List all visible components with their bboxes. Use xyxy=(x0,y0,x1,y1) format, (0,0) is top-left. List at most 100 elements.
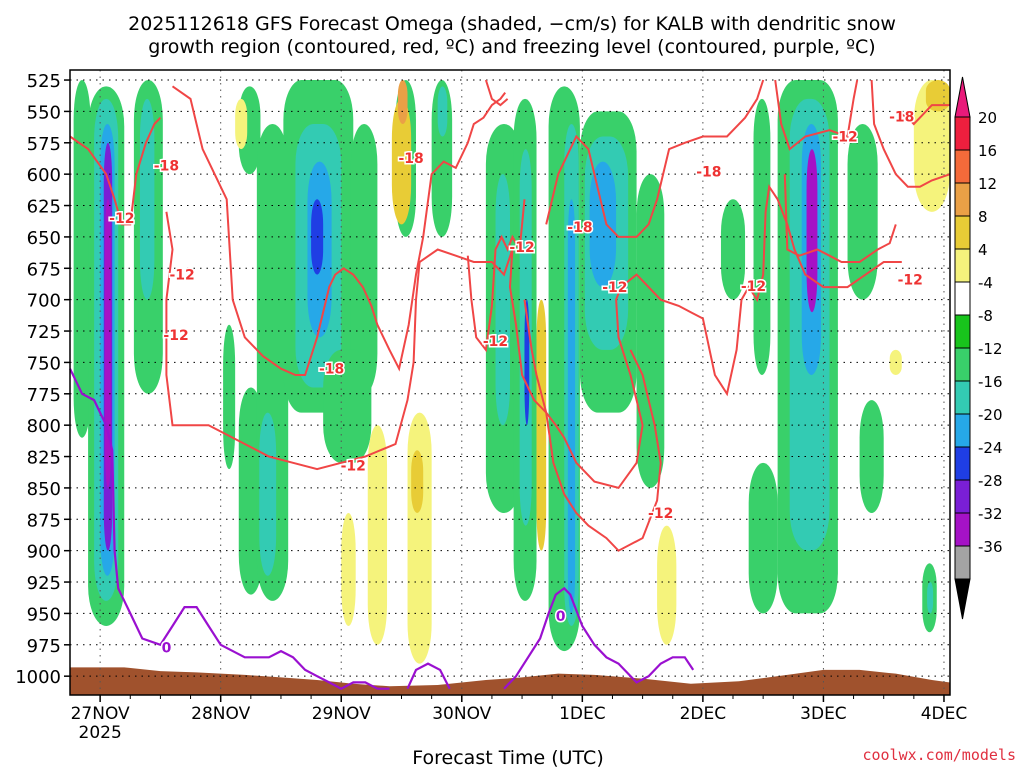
omega-cell xyxy=(397,80,408,124)
dgz-contour-line xyxy=(783,174,897,263)
y-tick-label: 525 xyxy=(27,71,61,92)
x-tick-label: 30NOV xyxy=(432,704,491,724)
contour-label: -12 xyxy=(602,280,627,296)
x-tick-label: 4DEC xyxy=(921,704,968,724)
omega-cell xyxy=(235,98,248,150)
colorbar-swatch xyxy=(954,116,971,151)
contour-label: -12 xyxy=(483,334,508,350)
dgz-contour-line xyxy=(895,104,950,126)
dgz-contour-line xyxy=(165,183,902,490)
y-tick-label: 700 xyxy=(27,291,61,312)
dgz-contour-line xyxy=(545,79,765,238)
contour-label: -12 xyxy=(509,240,534,256)
contour-label: -18 xyxy=(154,158,179,174)
colorbar-swatch xyxy=(954,545,971,580)
omega-cell xyxy=(806,149,818,313)
x-year-label: 2025 xyxy=(79,723,122,743)
y-tick-label: 625 xyxy=(27,197,61,218)
omega-cell xyxy=(407,412,432,664)
dgz-contours xyxy=(69,79,951,552)
credit-text: coolwx.com/models xyxy=(862,746,1016,764)
axes: 525 550 575 600 625 650 675 700 725 750 775 800 825 8… xyxy=(15,69,968,743)
title-line-2: growth region (contoured, red, ºC) and f… xyxy=(148,36,875,58)
colorbar-bottom-arrow xyxy=(954,578,971,620)
x-tick-label: 2DEC xyxy=(680,704,727,724)
x-tick-label: 29NOV xyxy=(312,704,371,724)
contour-label: -12 xyxy=(832,130,857,146)
dgz-contour-line xyxy=(484,79,509,107)
contour-label: -12 xyxy=(898,273,923,289)
dgz-contour-line xyxy=(69,117,162,226)
colorbar-swatch xyxy=(954,281,971,316)
omega-cell xyxy=(341,513,356,626)
dgz-contour-line xyxy=(171,85,506,376)
omega-cell xyxy=(323,349,372,463)
contour-label: 0 xyxy=(162,640,172,656)
colorbar-top-arrow xyxy=(954,76,971,118)
colorbar-tick-label: 8 xyxy=(978,208,988,226)
colorbar-tick-label: -32 xyxy=(978,505,1003,523)
colorbar-swatch xyxy=(954,314,971,349)
contour-label: -12 xyxy=(341,458,366,474)
omega-cell xyxy=(437,86,448,137)
y-tick-label: 550 xyxy=(27,102,61,123)
omega-cell xyxy=(927,582,934,614)
colorbar-tick-label: -12 xyxy=(978,340,1003,358)
contour-label: -12 xyxy=(741,279,766,295)
colorbar-tick-label: -16 xyxy=(978,373,1003,391)
x-tick-label: 3DEC xyxy=(800,704,847,724)
dgz-contour-line xyxy=(523,299,662,552)
y-tick-label: 675 xyxy=(27,259,61,280)
contour-label: -18 xyxy=(567,220,592,236)
omega-cell xyxy=(104,199,111,488)
y-tick-label: 825 xyxy=(27,448,61,469)
chart-title: 2025112618 GFS Forecast Omega (shaded, −… xyxy=(128,13,896,58)
colorbar-swatch xyxy=(954,149,971,184)
contour-label: -18 xyxy=(319,362,344,378)
freezing-level-line xyxy=(406,662,451,690)
y-tick-label: 1000 xyxy=(15,667,61,688)
x-tick-label: 1DEC xyxy=(559,704,606,724)
colorbar-tick-label: 4 xyxy=(978,241,988,259)
omega-cell xyxy=(636,174,665,488)
colorbar-swatch xyxy=(954,479,971,514)
colorbar-tick-label: 20 xyxy=(978,109,997,127)
y-tick-label: 650 xyxy=(27,228,61,249)
y-tick-label: 850 xyxy=(27,479,61,500)
dgz-contour-line xyxy=(774,79,859,151)
contour-label: -18 xyxy=(696,165,721,181)
colorbar-swatch xyxy=(954,413,971,448)
omega-cell xyxy=(913,80,950,212)
y-tick-label: 575 xyxy=(27,134,61,155)
x-tick-label: 28NOV xyxy=(191,704,250,724)
contour-label: -12 xyxy=(169,268,194,284)
colorbar-tick-label: -20 xyxy=(978,406,1003,424)
colorbar-tick-label: -4 xyxy=(978,274,993,292)
y-tick-label: 875 xyxy=(27,510,61,531)
colorbar-tick-label: -36 xyxy=(978,538,1003,556)
colorbar-swatch xyxy=(954,512,971,547)
omega-cell xyxy=(73,80,91,438)
y-tick-label: 725 xyxy=(27,322,61,343)
y-tick-label: 800 xyxy=(27,416,61,437)
y-tick-label: 925 xyxy=(27,573,61,594)
y-tick-label: 750 xyxy=(27,353,61,374)
y-tick-label: 975 xyxy=(27,636,61,657)
omega-shading xyxy=(73,80,950,664)
omega-cell xyxy=(589,161,617,288)
omega-cell xyxy=(720,199,746,300)
colorbar-swatch xyxy=(954,347,971,382)
freezing-level-contours xyxy=(69,368,695,690)
omega-cell xyxy=(223,324,236,470)
omega-cell xyxy=(753,98,771,375)
contour-labels: -18 -12 -12 -12 -18 -12 -18 -12 -12 -18 -12 -12 -18 -… xyxy=(108,108,925,658)
x-tick-label: 27NOV xyxy=(71,704,130,724)
x-axis-label: Forecast Time (UTC) xyxy=(412,747,603,768)
y-tick-label: 900 xyxy=(27,542,61,563)
y-tick-label: 775 xyxy=(27,385,61,406)
contour-label: -12 xyxy=(648,506,673,522)
omega-cell xyxy=(859,400,884,514)
freezing-level-line xyxy=(503,586,695,690)
colorbar: 20 16 12 8 4 -4 -8 -12 -16 -20 -24 -28 -32 -36 xyxy=(954,76,1003,620)
